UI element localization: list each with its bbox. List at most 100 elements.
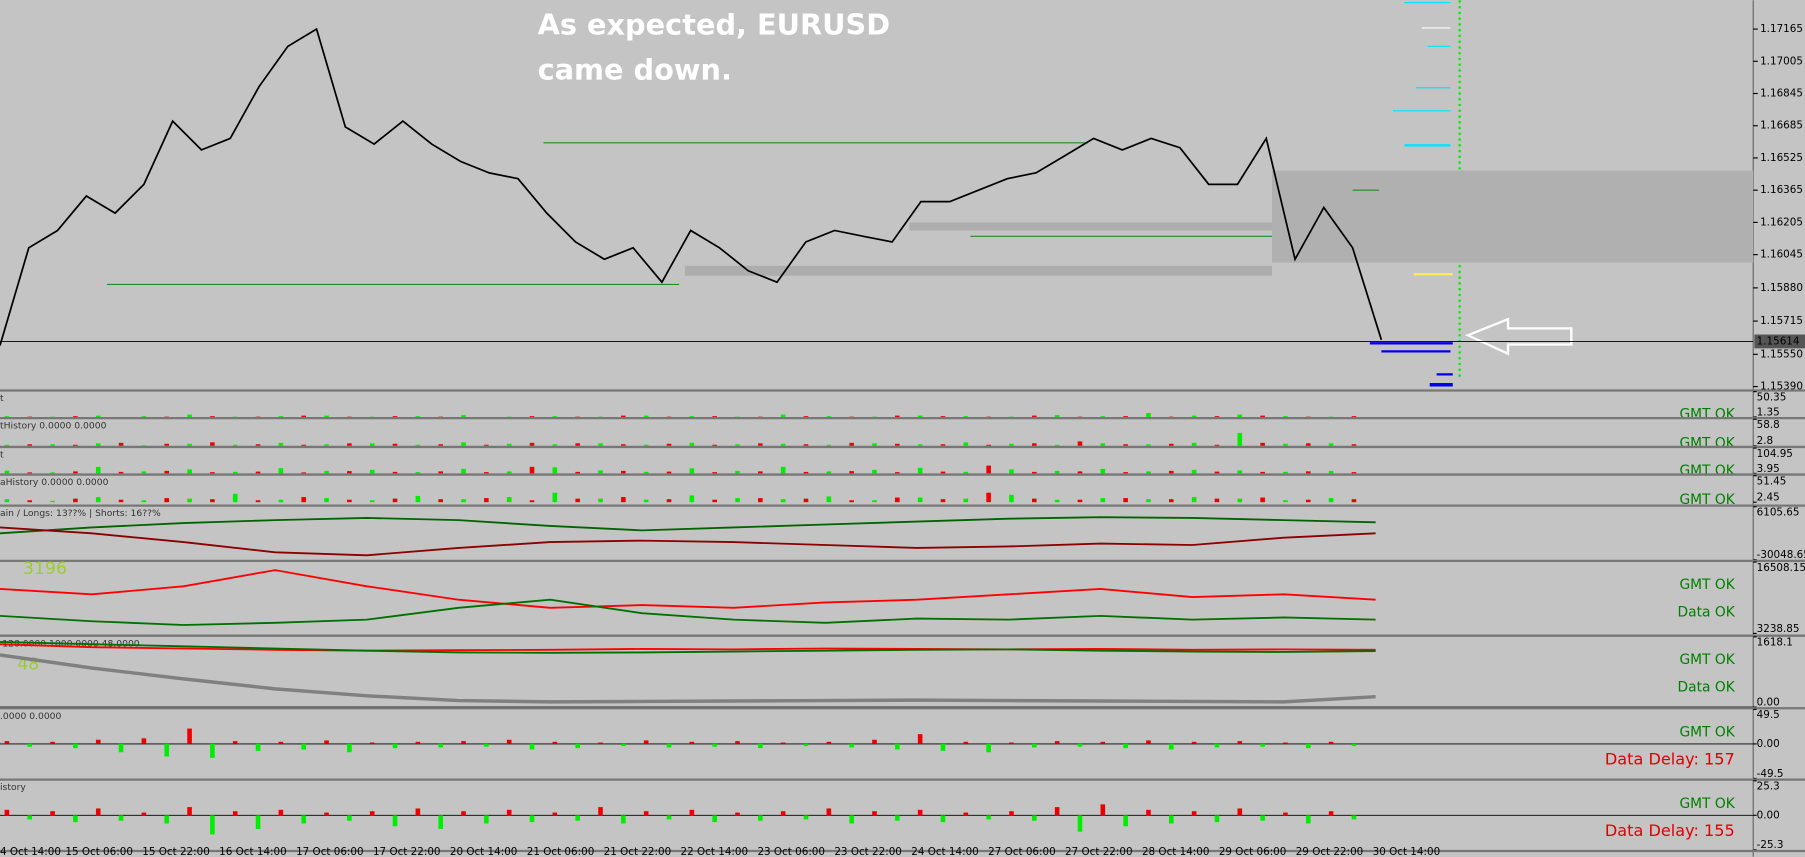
y-tick-label: 50.35 — [1757, 391, 1787, 403]
histogram-bar — [1146, 471, 1151, 474]
status-label: GMT OK — [1679, 435, 1735, 451]
y-tick-label: -25.3 — [1757, 839, 1784, 851]
histogram-bar — [872, 811, 877, 816]
histogram-bar — [1077, 441, 1083, 446]
histogram-bar — [1146, 413, 1151, 417]
histogram-bar — [232, 741, 238, 744]
histogram-bar — [1032, 415, 1037, 417]
histogram-bar — [438, 416, 444, 418]
indicator-line — [0, 569, 1376, 609]
histogram-bar — [758, 815, 763, 821]
panel-label: t — [0, 449, 4, 460]
histogram-bar — [301, 415, 307, 417]
histogram-bar — [1032, 498, 1037, 503]
histogram-bar — [780, 414, 786, 417]
histogram-bar — [164, 815, 170, 824]
histogram-bar — [1191, 497, 1197, 503]
histogram-bar — [210, 472, 215, 474]
histogram-bar — [347, 471, 352, 474]
histogram-bar — [529, 442, 535, 446]
histogram-bar — [1168, 470, 1174, 474]
x-tick-label: 15 Oct 06:00 — [65, 846, 133, 857]
histogram-bar — [735, 498, 740, 503]
histogram-bar — [1009, 494, 1014, 503]
histogram-bar — [552, 416, 558, 417]
histogram-bar — [529, 815, 535, 823]
histogram-bar — [461, 415, 466, 417]
histogram-bar — [95, 497, 101, 503]
histogram-bar — [438, 815, 444, 829]
histogram-bar — [1214, 498, 1220, 503]
histogram-bar — [872, 443, 877, 446]
current-price-box — [1754, 334, 1805, 349]
price-zone — [909, 222, 1273, 231]
x-tick-label: 17 Oct 22:00 — [373, 846, 441, 857]
y-tick-label: 1.15715 — [1760, 315, 1803, 327]
histogram-bar — [369, 811, 375, 816]
histogram-bar — [392, 471, 398, 474]
histogram-bar — [689, 416, 695, 417]
histogram-bar — [963, 442, 969, 446]
histogram-bar — [278, 416, 284, 417]
histogram-bar — [73, 498, 78, 503]
indicator-line — [0, 526, 1376, 557]
panel-label: tHistory 0.0000 0.0000 — [0, 421, 107, 432]
histogram-bar — [712, 815, 717, 823]
panel-label: .0000 0.0000 — [0, 711, 62, 722]
histogram-bar — [1305, 815, 1311, 824]
histogram-bar — [529, 743, 535, 750]
histogram-bar — [95, 466, 101, 474]
histogram-bar — [255, 471, 261, 474]
histogram-bar — [1328, 741, 1334, 744]
histogram-bar — [506, 416, 512, 418]
histogram-bar — [1328, 811, 1334, 816]
y-tick-label: 2.45 — [1757, 492, 1780, 504]
histogram-bar — [1260, 442, 1265, 446]
histogram-bar — [1237, 741, 1243, 744]
histogram-bar — [1168, 416, 1174, 418]
histogram-bar — [1146, 444, 1151, 446]
histogram-bar — [1283, 812, 1288, 816]
histogram-bar — [484, 743, 489, 747]
histogram-bar — [164, 498, 170, 503]
histogram-bar — [118, 442, 124, 446]
x-tick-label: 23 Oct 22:00 — [834, 846, 902, 857]
histogram-bar — [1351, 472, 1357, 474]
histogram-bar — [666, 471, 672, 474]
histogram-bar — [415, 444, 421, 446]
histogram-bar — [4, 444, 10, 446]
histogram-bar — [278, 468, 284, 474]
histogram-bar — [758, 498, 763, 503]
histogram-bar — [506, 497, 512, 503]
histogram-bar — [1191, 415, 1197, 417]
histogram-bar — [986, 465, 991, 474]
histogram-bar — [666, 499, 672, 503]
annotation: came down. — [538, 53, 732, 87]
histogram-bar — [575, 416, 580, 418]
histogram-bar — [1305, 443, 1311, 446]
histogram-bar — [1351, 444, 1357, 446]
histogram-bar — [917, 734, 923, 744]
histogram-bar — [598, 416, 603, 418]
histogram-bar — [50, 444, 55, 446]
panel-label: istory — [0, 782, 26, 793]
histogram-bar — [1146, 740, 1151, 744]
histogram-bar — [27, 500, 33, 503]
histogram-bar — [940, 499, 946, 503]
histogram-bar — [575, 498, 580, 503]
histogram-bar — [324, 812, 329, 816]
histogram-bar — [392, 743, 398, 749]
histogram-bar — [210, 743, 215, 758]
histogram-bar — [575, 443, 580, 446]
histogram-bar — [232, 416, 238, 418]
x-tick-label: 27 Oct 06:00 — [988, 846, 1056, 857]
histogram-bar — [118, 815, 124, 821]
histogram-bar — [347, 499, 352, 503]
histogram-bar — [1305, 743, 1311, 749]
histogram-bar — [1146, 809, 1151, 816]
histogram-bar — [141, 500, 147, 503]
histogram-bar — [1054, 741, 1060, 744]
y-tick-label: 0.00 — [1757, 738, 1780, 750]
